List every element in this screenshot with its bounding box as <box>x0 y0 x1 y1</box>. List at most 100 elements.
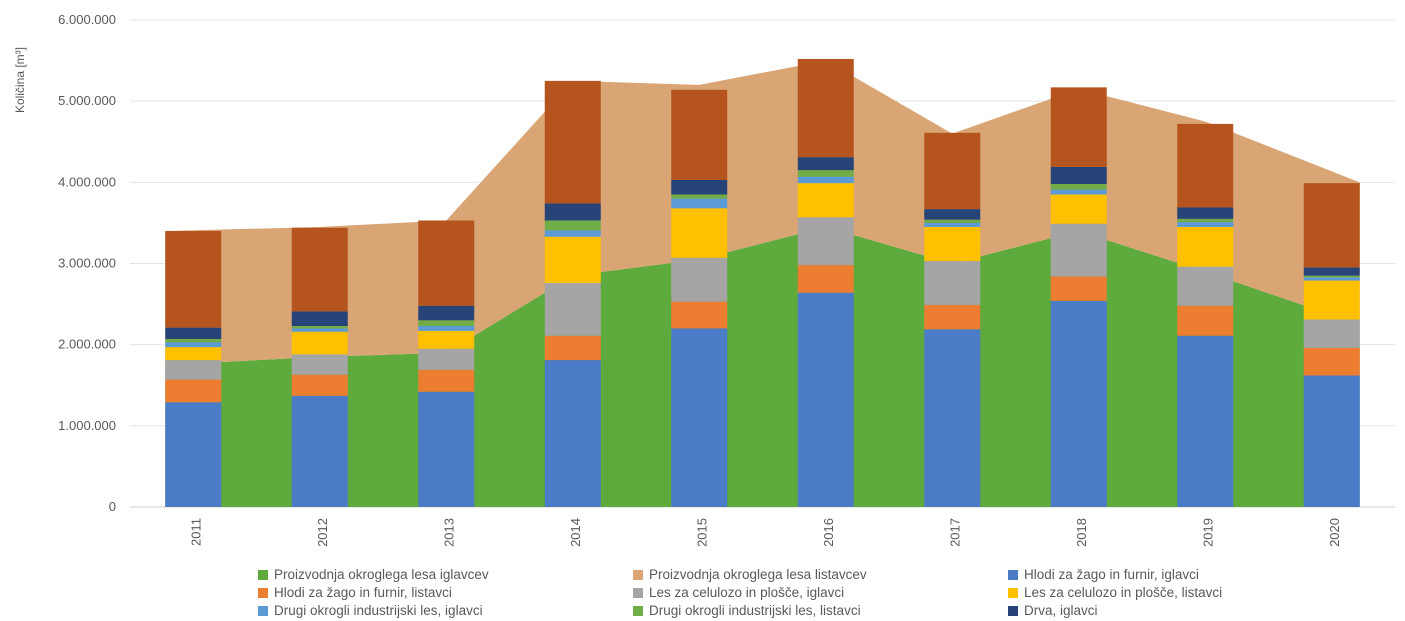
y-tick-label: 4.000.000 <box>58 174 116 189</box>
y-tick-label: 3.000.000 <box>58 256 116 271</box>
bar-segment <box>1050 166 1107 184</box>
x-tick-label: 2012 <box>315 518 330 547</box>
legend-label: Drva, iglavci <box>1024 603 1098 618</box>
bar-segment <box>418 348 475 370</box>
chart-svg: 0 1.000.000 2.000.000 3.000.000 4.000.000 5.0… <box>13 12 1395 547</box>
legend-swatch <box>633 587 643 598</box>
legend-label: Hlodi za žago in furnir, listavci <box>274 585 452 600</box>
bar-segment <box>1050 300 1107 507</box>
bar-segment <box>1050 194 1107 224</box>
bar-segment <box>797 58 854 158</box>
bar-segment <box>291 354 348 375</box>
bar-segment <box>1177 226 1234 267</box>
bar-segment <box>797 157 854 171</box>
legend-swatch <box>1008 587 1018 598</box>
bar-segment <box>1303 183 1360 268</box>
bar-segment <box>671 198 728 209</box>
bar-segment <box>291 374 348 396</box>
y-tick-label: 2.000.000 <box>58 337 116 352</box>
bar-segment <box>797 176 854 184</box>
bar-segment <box>924 209 981 220</box>
bar-segment <box>291 325 348 329</box>
bar-segment <box>418 220 475 306</box>
bar-segment <box>291 395 348 507</box>
bar-segment <box>924 226 981 262</box>
bar-segment <box>924 329 981 507</box>
bar-segment <box>1050 189 1107 195</box>
legend-swatch <box>1008 569 1018 580</box>
bar-segment <box>1177 222 1234 227</box>
bar-segment <box>291 328 348 332</box>
x-tick-label: 2020 <box>1327 518 1342 547</box>
bar-segment <box>1050 87 1107 167</box>
legend-swatch <box>258 605 268 616</box>
bar-segment <box>418 391 475 507</box>
legend-item: Drugi okrogli industrijski les, listavci <box>633 602 1008 619</box>
bar-segment <box>291 227 348 312</box>
bar-segment <box>291 331 348 355</box>
bar-segment <box>544 80 601 204</box>
bar-segment <box>544 203 601 221</box>
bar-segment <box>1177 207 1234 219</box>
x-tick-label: 2011 <box>189 518 204 546</box>
bar-segment <box>671 179 728 195</box>
legend-item: Hlodi za žago in furnir, iglavci <box>1008 566 1378 583</box>
y-axis-title: Količina [m³] <box>13 47 27 113</box>
bar-segment <box>165 379 222 403</box>
bar-segment <box>1177 305 1234 336</box>
bar-segment <box>924 304 981 330</box>
legend: Proizvodnja okroglega lesa iglavcev Proiz… <box>258 566 1378 619</box>
x-tick-label: 2015 <box>695 518 710 547</box>
bar-segment <box>1303 280 1360 320</box>
bar-segment <box>797 217 854 266</box>
legend-label: Les za celulozo in plošče, iglavci <box>649 585 845 600</box>
bar-series <box>165 58 1360 507</box>
bar-segment <box>1303 275 1360 278</box>
bar-segment <box>418 369 475 392</box>
bar-segment <box>165 327 222 339</box>
bar-segment <box>1303 319 1360 348</box>
bar-segment <box>1177 123 1234 208</box>
legend-item: Hlodi za žago in furnir, listavci <box>258 584 633 601</box>
x-tick-label: 2016 <box>821 518 836 547</box>
legend-swatch <box>1008 605 1018 616</box>
bar-segment <box>418 325 475 331</box>
bar-segment <box>1177 266 1234 306</box>
bar-segment <box>797 183 854 218</box>
bar-segment <box>544 220 601 231</box>
y-tick-label: 5.000.000 <box>58 93 116 108</box>
y-tick-label: 6.000.000 <box>58 12 116 27</box>
legend-item: Proizvodnja okroglega lesa iglavcev <box>258 566 633 583</box>
legend-label: Drugi okrogli industrijski les, iglavci <box>274 603 483 618</box>
bar-segment <box>418 320 475 326</box>
legend-swatch <box>633 569 643 580</box>
bar-segment <box>1050 223 1107 277</box>
legend-item: Drugi okrogli industrijski les, iglavci <box>258 602 633 619</box>
bar-segment <box>797 292 854 507</box>
bar-segment <box>418 305 475 321</box>
bar-segment <box>924 222 981 227</box>
bar-segment <box>797 170 854 177</box>
legend-label: Les za celulozo in plošče, listavci <box>1024 585 1223 600</box>
bar-segment <box>671 194 728 199</box>
bar-segment <box>671 328 728 507</box>
bar-segment <box>291 311 348 326</box>
bar-segment <box>924 219 981 223</box>
bar-segment <box>924 132 981 210</box>
bar-segment <box>165 402 222 507</box>
bar-segment <box>1177 335 1234 507</box>
legend-swatch <box>258 587 268 598</box>
legend-label: Hlodi za žago in furnir, iglavci <box>1024 567 1199 582</box>
bar-segment <box>1303 267 1360 276</box>
bar-segment <box>165 347 222 361</box>
bar-segment <box>544 236 601 283</box>
legend-swatch <box>633 605 643 616</box>
bar-segment <box>1303 375 1360 507</box>
y-tick-label: 1.000.000 <box>58 418 116 433</box>
legend-swatch <box>258 569 268 580</box>
bar-segment <box>165 338 222 343</box>
bar-segment <box>544 360 601 507</box>
legend-item: Les za celulozo in plošče, listavci <box>1008 584 1378 601</box>
bar-segment <box>1050 276 1107 301</box>
